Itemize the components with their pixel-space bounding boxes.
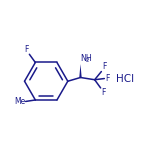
- Text: F: F: [25, 45, 29, 54]
- Text: HCl: HCl: [116, 74, 134, 84]
- Text: 2: 2: [85, 58, 89, 63]
- Text: NH: NH: [80, 54, 92, 63]
- Text: Me: Me: [14, 97, 25, 106]
- Text: F: F: [105, 74, 109, 83]
- Polygon shape: [79, 64, 82, 78]
- Text: F: F: [102, 62, 106, 71]
- Text: F: F: [101, 88, 105, 97]
